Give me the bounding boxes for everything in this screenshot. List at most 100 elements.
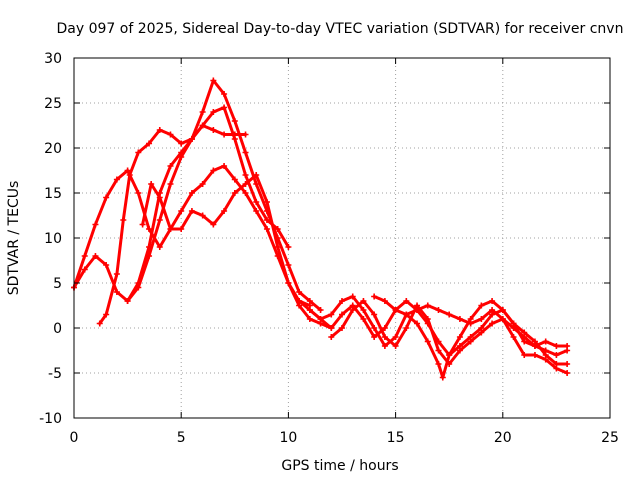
data-point	[113, 176, 120, 183]
data-point	[285, 280, 292, 286]
data-point	[456, 316, 463, 322]
data-point	[210, 167, 217, 174]
data-point	[242, 131, 249, 138]
data-point	[113, 289, 120, 295]
data-point	[221, 104, 228, 111]
axis-ticks: 0 5 10 15 20 25 -10 -5 0 5 10 15 20 25 30	[39, 51, 619, 446]
data-point	[188, 208, 195, 214]
y-tick-label: -10	[39, 411, 62, 427]
data-point	[392, 334, 399, 340]
y-tick-label: -5	[48, 366, 62, 382]
data-point	[542, 338, 549, 345]
data-point	[296, 289, 303, 295]
data-point	[489, 311, 496, 318]
data-point	[242, 181, 249, 187]
data-point	[178, 140, 185, 147]
data-point	[156, 127, 163, 133]
data-point	[285, 262, 292, 268]
data-point	[103, 262, 110, 268]
data-point	[124, 298, 131, 304]
data-point	[210, 77, 217, 84]
data-point	[103, 194, 110, 201]
y-tick-label: 5	[53, 276, 62, 292]
data-point	[231, 176, 238, 183]
data-point	[456, 334, 463, 340]
data-point	[210, 109, 217, 115]
data-point	[263, 226, 270, 232]
data-point	[339, 311, 345, 318]
data-point	[263, 199, 270, 205]
series-track-6	[296, 293, 571, 358]
data-point	[199, 109, 206, 115]
data-point	[531, 352, 538, 358]
data-point	[414, 320, 421, 327]
data-point	[135, 280, 142, 286]
data-point	[210, 127, 217, 133]
data-point	[81, 253, 88, 259]
data-point	[381, 334, 388, 340]
data-point	[188, 190, 195, 196]
data-point	[221, 131, 228, 138]
data-point	[156, 244, 163, 250]
data-point	[231, 118, 238, 124]
data-point	[435, 361, 442, 367]
data-point	[521, 352, 528, 358]
data-point	[199, 181, 206, 187]
data-point	[253, 208, 260, 214]
data-point	[92, 221, 99, 228]
data-point	[81, 266, 88, 273]
chart-title: Day 097 of 2025, Sidereal Day-to-day VTE…	[57, 21, 624, 37]
x-tick-label: 0	[70, 430, 79, 446]
data-point	[167, 226, 174, 232]
data-point	[564, 361, 571, 367]
x-axis-label: GPS time / hours	[281, 458, 398, 474]
data-point	[531, 338, 538, 345]
data-point	[349, 307, 356, 313]
data-point	[156, 194, 163, 201]
data-point	[360, 307, 367, 313]
data-point	[403, 298, 410, 304]
y-axis-label: SDTVAR / TECUs	[6, 181, 22, 296]
data-point	[253, 199, 260, 205]
data-point	[221, 91, 228, 97]
data-point	[446, 311, 453, 318]
data-point	[317, 316, 324, 322]
data-point	[360, 316, 367, 322]
data-point	[478, 302, 485, 309]
data-point	[467, 316, 474, 322]
data-point	[414, 302, 421, 309]
data-point	[521, 338, 528, 345]
data-point	[231, 136, 238, 142]
data-point	[371, 311, 378, 318]
series-track-5	[139, 172, 335, 331]
data-point	[167, 163, 174, 169]
data-point	[296, 298, 303, 304]
x-tick-label: 20	[494, 430, 512, 446]
data-point	[381, 298, 388, 304]
data-point	[371, 325, 378, 331]
data-point	[478, 316, 485, 322]
data-point	[146, 140, 153, 147]
data-point	[221, 208, 228, 214]
data-point	[478, 329, 485, 336]
data-point	[178, 226, 185, 232]
series-track-4	[124, 77, 324, 313]
series-track-1	[71, 163, 313, 309]
data-point	[113, 271, 120, 277]
data-point	[328, 311, 335, 318]
series-line	[126, 79, 323, 312]
data-point	[499, 316, 506, 322]
data-point	[564, 370, 571, 376]
data-point	[446, 352, 453, 358]
data-point	[135, 149, 142, 156]
data-point	[188, 136, 195, 142]
y-tick-label: 10	[44, 231, 62, 247]
data-point	[371, 293, 378, 300]
series-line	[297, 295, 569, 357]
data-point	[306, 316, 313, 322]
data-point	[381, 343, 388, 349]
data-point	[253, 172, 260, 178]
data-point	[489, 320, 496, 327]
data-point	[403, 311, 410, 318]
data-point	[489, 298, 496, 304]
